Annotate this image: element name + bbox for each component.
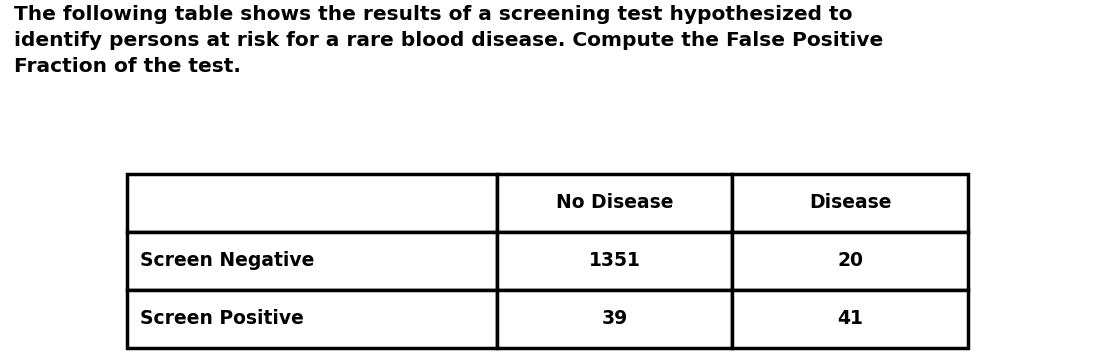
Text: 41: 41 [837,309,863,328]
Bar [127,232,497,290]
Text: Screen Negative: Screen Negative [140,251,315,270]
Text: 1351: 1351 [588,251,640,270]
Bar [127,174,497,232]
Text: 39: 39 [602,309,628,328]
Bar [497,290,732,348]
Bar [732,174,968,232]
Bar [497,174,732,232]
Bar [732,290,968,348]
Text: Disease: Disease [808,193,891,212]
Bar [497,232,732,290]
Bar [732,232,968,290]
Text: Screen Positive: Screen Positive [140,309,304,328]
Text: The following table shows the results of a screening test hypothesized to
identi: The following table shows the results of… [14,5,884,76]
Text: No Disease: No Disease [556,193,674,212]
Text: 20: 20 [837,251,863,270]
Bar [127,290,497,348]
